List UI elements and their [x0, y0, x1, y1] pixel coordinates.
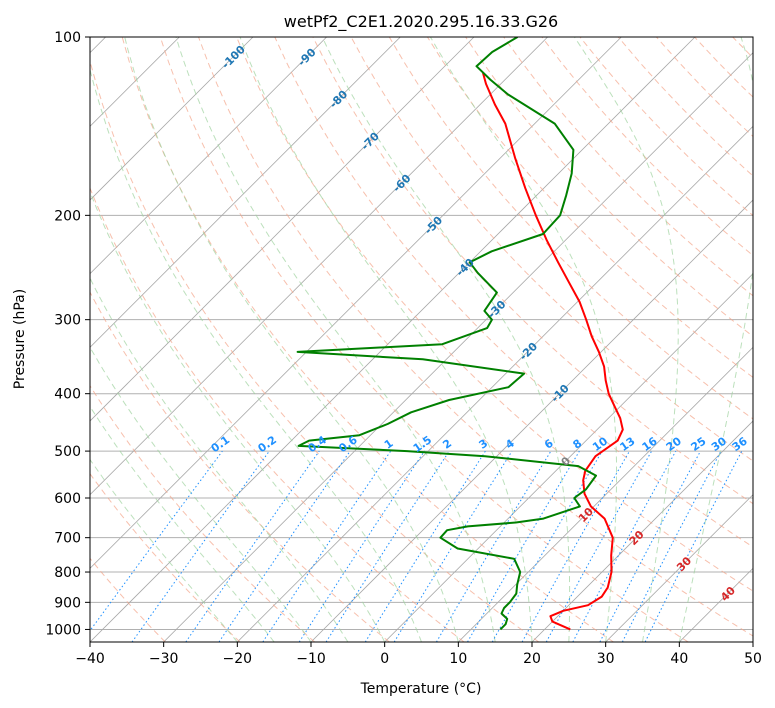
x-tick-label: 20 [523, 651, 541, 667]
isotherm-line [458, 346, 753, 642]
isotherm-line [90, 37, 548, 496]
moist-adiabat-line [678, 37, 753, 642]
y-axis-label: Pressure (hPa) [12, 289, 28, 389]
x-tick-label: 10 [449, 651, 467, 667]
moist-adiabat-line [90, 405, 275, 642]
mixing-ratio-line [262, 450, 392, 642]
y-tick-label: 200 [54, 208, 81, 224]
y-tick-label: 300 [54, 313, 81, 329]
moist-adiabat-line [90, 458, 238, 642]
isotherm-line [90, 37, 254, 201]
plot-frame [89, 36, 754, 643]
dry-adiabat-line [503, 37, 753, 297]
mixing-ratio-line [131, 450, 270, 642]
x-tick-label: −40 [75, 651, 105, 667]
isotherm-line [531, 420, 753, 642]
x-tick-label: −10 [296, 651, 326, 667]
y-tick-label: 600 [54, 491, 81, 507]
temperature-profile-line [482, 72, 624, 631]
moist-adiabat-line [124, 37, 459, 642]
y-tick-label: 500 [54, 444, 81, 460]
mixing-ratio-line [325, 450, 450, 642]
dry-adiabat-line [350, 37, 753, 462]
dewpoint-profile-line [296, 37, 597, 631]
moist-adiabat-line [90, 276, 349, 642]
dry-adiabat-line [426, 37, 753, 378]
mixing-ratio-line [572, 450, 677, 642]
isotherm-line [163, 52, 753, 642]
x-tick-label: 30 [597, 651, 615, 667]
y-tick-label: 100 [54, 30, 81, 46]
dry-adiabat-line [465, 37, 753, 338]
isotherm-line [90, 37, 401, 348]
dry-adiabat-line [388, 37, 753, 420]
y-tick-label: 900 [54, 595, 81, 611]
chart-title: wetPf2_C2E1.2020.295.16.33.G26 [284, 12, 558, 32]
mixing-ratio-line [185, 450, 320, 642]
isotherm-line [384, 273, 753, 642]
mixing-ratio-line [90, 450, 223, 632]
y-tick-label: 800 [54, 565, 81, 581]
y-axis: 100 200 300 400 500 600 700 800 900 1000 [45, 30, 90, 638]
moist-adiabat-line [90, 67, 422, 642]
y-tick-label: 1000 [45, 622, 81, 638]
isotherm-line [310, 199, 753, 642]
moist-adiabat-line [321, 37, 571, 642]
dry-adiabat-line [90, 291, 390, 642]
moist-adiabat-line [90, 190, 386, 642]
isotherm-line [237, 125, 753, 642]
dry-adiabat-line [90, 59, 540, 642]
isotherm-line [90, 37, 622, 569]
y-tick-label: 700 [54, 531, 81, 547]
mixing-ratio-line [545, 450, 653, 642]
isotherm-line [605, 494, 753, 642]
mixing-ratio-line [218, 450, 351, 642]
y-tick-label: 400 [54, 387, 81, 403]
mixing-ratio-line [521, 450, 630, 642]
mixing-ratio-line [644, 450, 743, 642]
x-tick-label: 0 [380, 651, 389, 667]
profiles [296, 37, 624, 631]
x-tick-label: −30 [149, 651, 179, 667]
x-tick-label: −20 [223, 651, 253, 667]
mixing-ratio-line [298, 450, 425, 642]
x-axis-label: Temperature (°C) [360, 681, 482, 697]
isotherm-line [90, 37, 327, 275]
mixing-ratio-line [393, 450, 513, 642]
moist-adiabat-line [239, 37, 533, 642]
isotherm-line [90, 37, 475, 422]
x-tick-label: 40 [670, 651, 688, 667]
dry-adiabat-line [90, 472, 241, 642]
dry-adiabat-line [90, 186, 465, 642]
moist-adiabat-line [573, 37, 679, 642]
moist-adiabat-line [90, 346, 312, 642]
dry-adiabat-line [159, 37, 689, 642]
x-tick-label: 50 [744, 651, 762, 667]
dry-adiabat-line [198, 37, 753, 637]
dry-adiabat-line [274, 37, 753, 548]
x-axis: −40 −30 −20 −10 0 10 20 30 40 50 [75, 642, 762, 667]
dry-adiabat-line [90, 384, 316, 642]
dry-adiabat-line [236, 37, 753, 592]
moist-adiabat-line [175, 37, 496, 642]
moist-adiabat-line [429, 37, 617, 642]
dry-adiabat-line [121, 37, 614, 642]
